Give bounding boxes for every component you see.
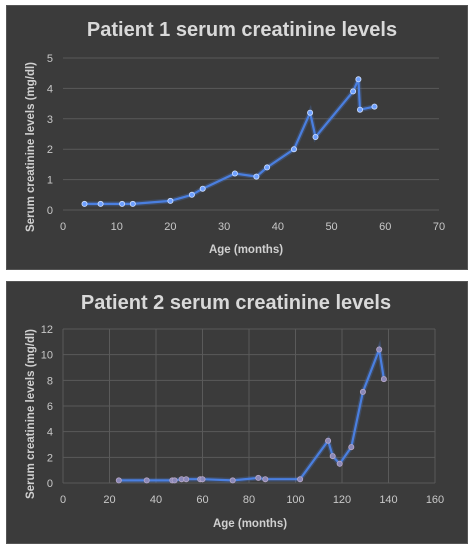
y-tick-label: 10 (41, 350, 53, 362)
x-tick-label: 0 (60, 494, 66, 506)
y-axis-label: Serum creatinine levels (mg/dl) (25, 329, 37, 499)
y-tick-label: 8 (47, 375, 53, 387)
data-point (188, 191, 195, 198)
series-line (84, 78, 375, 205)
data-point (255, 474, 262, 481)
y-tick-label: 5 (47, 53, 53, 65)
chart-1-svg: Patient 1 serum creatinine levels 0 1 2 3 4 5… (25, 19, 445, 256)
data-point (262, 476, 269, 483)
x-tick-label: 120 (333, 494, 351, 506)
data-point (229, 477, 236, 484)
data-point (336, 460, 343, 467)
data-point (115, 477, 122, 484)
data-point (355, 76, 362, 83)
data-point (81, 200, 88, 207)
chart-panel-patient-1: Patient 1 serum creatinine levels 0 1 2 3 4 5… (6, 5, 468, 270)
y-tick-label: 0 (47, 478, 53, 490)
x-tick-label: 0 (60, 221, 66, 233)
data-point (129, 200, 136, 207)
x-tick-label: 40 (272, 221, 284, 233)
x-tick-label: 40 (150, 494, 162, 506)
y-tick-label: 12 (41, 324, 53, 336)
data-point (199, 476, 206, 483)
data-point (183, 476, 190, 483)
x-tick-label: 20 (164, 221, 176, 233)
y-tick-label: 1 (47, 175, 53, 187)
x-axis-label: Age (months) (209, 244, 283, 256)
x-tick-label: 100 (286, 494, 304, 506)
y-tick-label: 4 (47, 427, 53, 439)
x-tick-label: 140 (379, 494, 397, 506)
x-tick-label: 160 (426, 494, 444, 506)
x-tick-label: 80 (243, 494, 255, 506)
data-point (231, 170, 238, 177)
chart-title: Patient 1 serum creatinine levels (87, 19, 397, 41)
data-point (199, 185, 206, 192)
data-point (167, 197, 174, 204)
data-point (329, 453, 336, 460)
x-tick-label: 50 (325, 221, 337, 233)
x-tick-label: 10 (111, 221, 123, 233)
data-point (290, 146, 297, 153)
data-point (307, 109, 314, 116)
data-point (143, 477, 150, 484)
data-point (380, 376, 387, 383)
x-tick-label: 60 (379, 221, 391, 233)
x-tick-label: 60 (196, 494, 208, 506)
x-tick-label: 20 (103, 494, 115, 506)
series-line-glow (118, 339, 387, 483)
data-point (359, 388, 366, 395)
data-point (253, 173, 260, 180)
data-point (264, 164, 271, 171)
data-point (350, 88, 357, 95)
y-tick-label: 3 (47, 114, 53, 126)
data-point (376, 346, 383, 353)
x-tick-label: 70 (433, 221, 445, 233)
data-point (312, 133, 319, 140)
chart-title: Patient 2 serum creatinine levels (81, 292, 391, 314)
x-axis-label: Age (months) (213, 518, 287, 530)
y-tick-label: 2 (47, 144, 53, 156)
y-tick-label: 6 (47, 401, 53, 413)
data-point (325, 437, 332, 444)
y-tick-label: 4 (47, 83, 53, 95)
data-point (119, 200, 126, 207)
data-point (171, 477, 178, 484)
y-tick-label: 2 (47, 452, 53, 464)
series-line-glow (84, 78, 376, 207)
chart-panel-patient-2: Patient 2 serum creatinine levels 0 2 4 6 8 1… (6, 281, 468, 544)
chart-2-svg: Patient 2 serum creatinine levels 0 2 4 6 8 1… (25, 292, 444, 530)
data-point (371, 103, 378, 110)
data-point (97, 200, 104, 207)
x-tick-label: 30 (218, 221, 230, 233)
data-point (297, 476, 304, 483)
data-point (356, 106, 363, 113)
data-point (348, 444, 355, 451)
y-tick-label: 0 (47, 205, 53, 217)
y-axis-label: Serum creatinine levels (mg/dl) (25, 62, 37, 232)
